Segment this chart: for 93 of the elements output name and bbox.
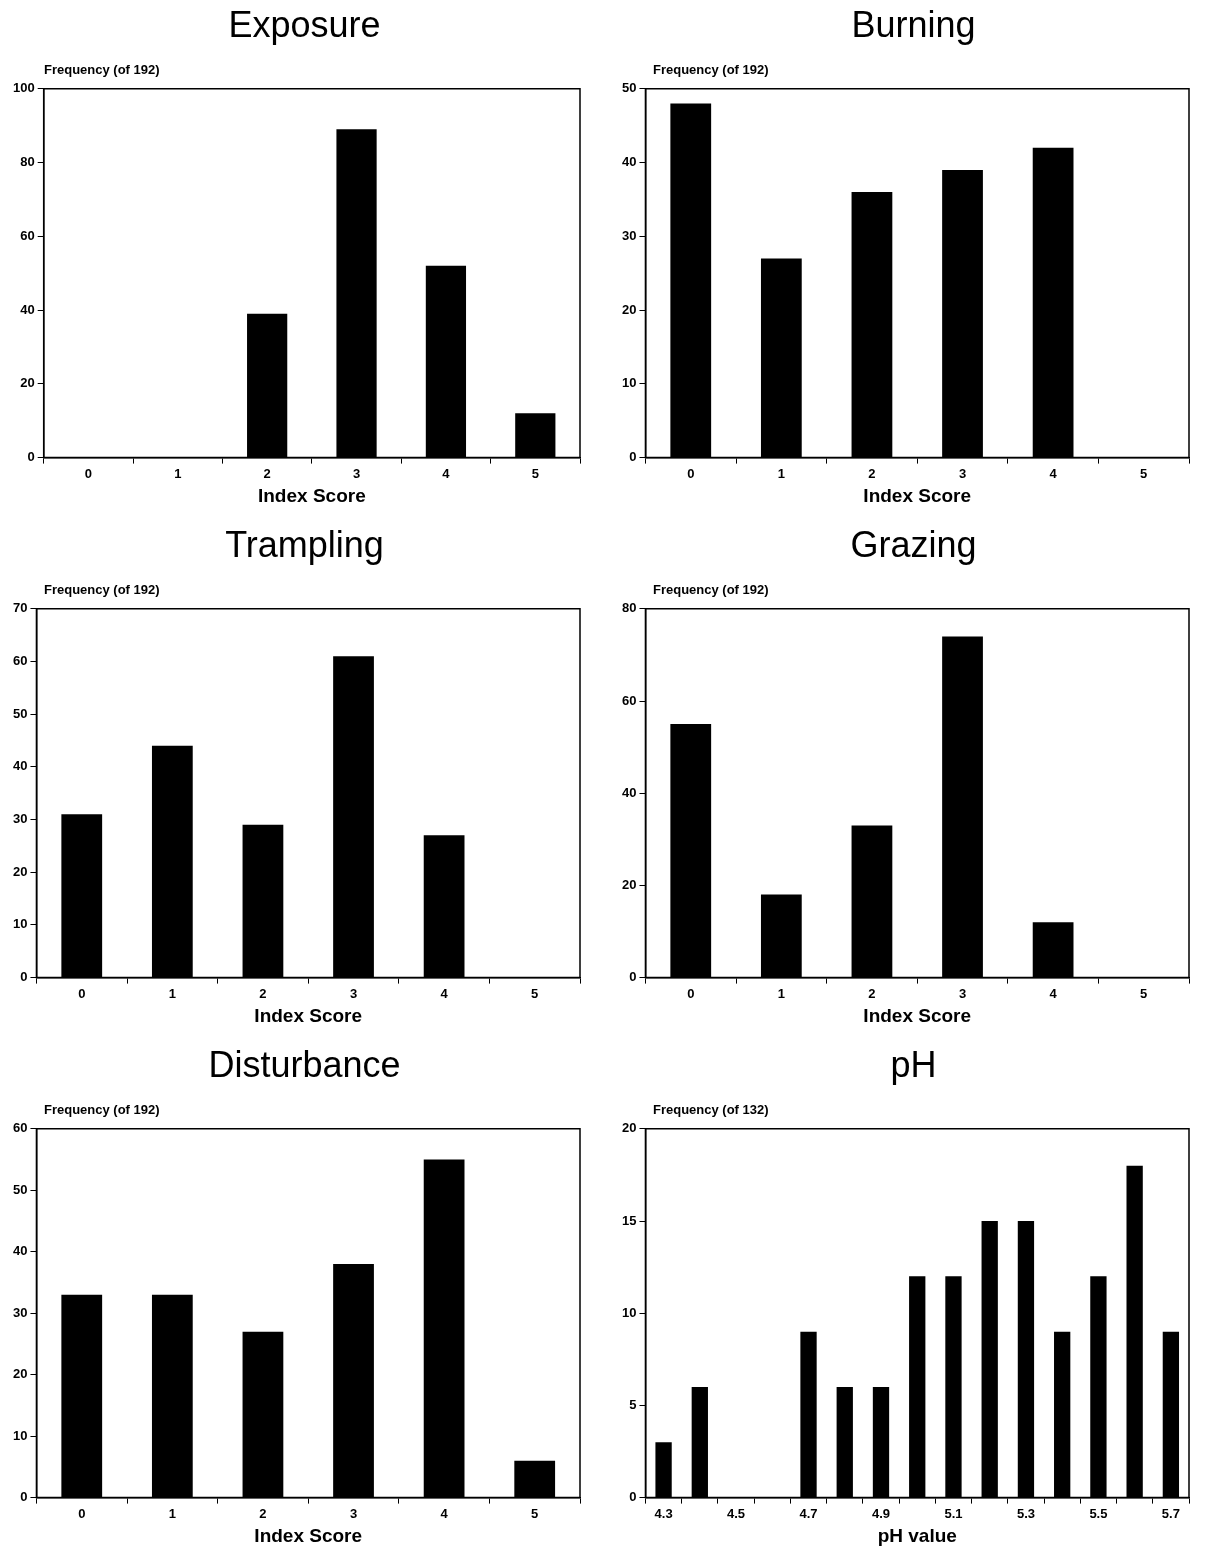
x-tick-label: 5.1 — [944, 1505, 963, 1521]
x-tick-label: 5.7 — [1161, 1505, 1180, 1521]
y-tick-label: 30 — [621, 227, 637, 243]
x-axis-title: Index Score — [863, 1004, 972, 1026]
chart-title: Trampling — [224, 524, 385, 566]
y-tick-label: 100 — [12, 80, 35, 96]
y-tick-label: 5 — [629, 1396, 637, 1412]
x-tick-label: 1 — [174, 465, 182, 481]
chart-title: Disturbance — [207, 1044, 402, 1086]
x-tick-label: 4.5 — [727, 1505, 746, 1521]
y-tick-label: 40 — [621, 784, 637, 800]
y-tick-label: 40 — [621, 154, 637, 170]
y-tick-label: 20 — [12, 863, 28, 879]
x-tick-label: 1 — [168, 1505, 176, 1521]
chart-title: Grazing — [849, 524, 978, 566]
y-tick-label: 10 — [12, 916, 28, 932]
y-tick-label: 80 — [621, 600, 637, 616]
y-tick-label: 20 — [621, 301, 637, 317]
y-tick-label: 0 — [20, 1489, 28, 1505]
x-tick-label: 5 — [1140, 985, 1148, 1001]
x-tick-label: 1 — [777, 985, 785, 1001]
x-tick-label: 1 — [168, 985, 176, 1001]
x-tick-label: 2 — [263, 465, 271, 481]
x-tick-label: 5.3 — [1016, 1505, 1035, 1521]
x-tick-label: 1 — [777, 465, 785, 481]
x-axis-title: Index Score — [257, 484, 366, 506]
y-tick-label: 20 — [621, 876, 637, 892]
y-tick-label: 0 — [27, 449, 35, 465]
y-axis-title: Frequency (of 192) — [44, 1102, 160, 1117]
y-tick-label: 30 — [12, 1304, 28, 1320]
y-tick-label: 70 — [12, 600, 28, 616]
x-axis-title: Index Score — [254, 1524, 363, 1546]
y-axis-title: Frequency (of 192) — [44, 62, 160, 77]
x-tick-label: 2 — [868, 985, 876, 1001]
y-tick-label: 0 — [20, 969, 28, 985]
y-tick-label: 60 — [12, 653, 28, 669]
x-tick-label: 3 — [958, 465, 967, 481]
y-axis-title: Frequency (of 192) — [653, 62, 769, 77]
y-tick-label: 0 — [629, 1489, 637, 1505]
y-tick-label: 60 — [20, 227, 35, 243]
x-tick-label: 4.9 — [871, 1505, 891, 1521]
y-tick-label: 15 — [621, 1212, 637, 1228]
x-tick-label: 4 — [440, 985, 449, 1001]
x-tick-label: 2 — [259, 985, 267, 1001]
y-tick-label: 80 — [20, 154, 35, 170]
x-tick-label: 4 — [442, 465, 451, 481]
y-tick-label: 0 — [629, 969, 637, 985]
y-tick-label: 0 — [629, 449, 637, 465]
chart-title: pH — [889, 1044, 938, 1086]
x-tick-label: 5.5 — [1089, 1505, 1108, 1521]
x-tick-label: 5 — [1140, 465, 1148, 481]
y-tick-label: 10 — [621, 375, 637, 391]
x-axis-title: Index Score — [254, 1004, 363, 1026]
x-tick-label: 2 — [259, 1505, 267, 1521]
x-tick-label: 5 — [531, 985, 539, 1001]
x-axis-title: pH value — [877, 1524, 957, 1546]
y-axis-title: Frequency (of 192) — [653, 582, 769, 597]
x-tick-label: 0 — [687, 985, 695, 1001]
x-tick-label: 3 — [958, 985, 967, 1001]
x-tick-label: 3 — [349, 985, 358, 1001]
x-tick-label: 4 — [1049, 465, 1058, 481]
chart-title: Exposure — [227, 4, 382, 46]
x-axis-title: Index Score — [863, 484, 972, 506]
x-tick-label: 0 — [78, 1505, 86, 1521]
y-tick-label: 20 — [621, 1120, 637, 1136]
x-tick-label: 4 — [1049, 985, 1058, 1001]
y-tick-label: 40 — [12, 758, 28, 774]
x-tick-label: 0 — [78, 985, 86, 1001]
y-tick-label: 60 — [621, 692, 637, 708]
y-tick-label: 60 — [12, 1120, 28, 1136]
y-tick-label: 30 — [12, 811, 28, 827]
x-tick-label: 3 — [352, 465, 361, 481]
y-tick-label: 50 — [12, 1181, 28, 1197]
x-tick-label: 4.7 — [799, 1505, 818, 1521]
y-tick-label: 50 — [12, 705, 28, 721]
y-axis-title: Frequency (of 192) — [44, 582, 160, 597]
x-tick-label: 4 — [440, 1505, 449, 1521]
x-tick-label: 2 — [868, 465, 876, 481]
x-tick-label: 0 — [687, 465, 695, 481]
x-tick-label: 5 — [531, 1505, 539, 1521]
y-tick-label: 50 — [621, 80, 637, 96]
y-tick-label: 40 — [20, 301, 35, 317]
x-tick-label: 3 — [349, 1505, 358, 1521]
x-tick-label: 5 — [531, 465, 539, 481]
y-tick-label: 40 — [12, 1243, 28, 1259]
y-tick-label: 20 — [20, 375, 35, 391]
y-tick-label: 10 — [621, 1304, 637, 1320]
chart-title: Burning — [850, 4, 977, 46]
y-tick-label: 10 — [12, 1427, 28, 1443]
x-tick-label: 0 — [84, 465, 92, 481]
y-axis-title: Frequency (of 132) — [653, 1102, 769, 1117]
y-tick-label: 20 — [12, 1366, 28, 1382]
x-tick-label: 4.3 — [654, 1505, 673, 1521]
